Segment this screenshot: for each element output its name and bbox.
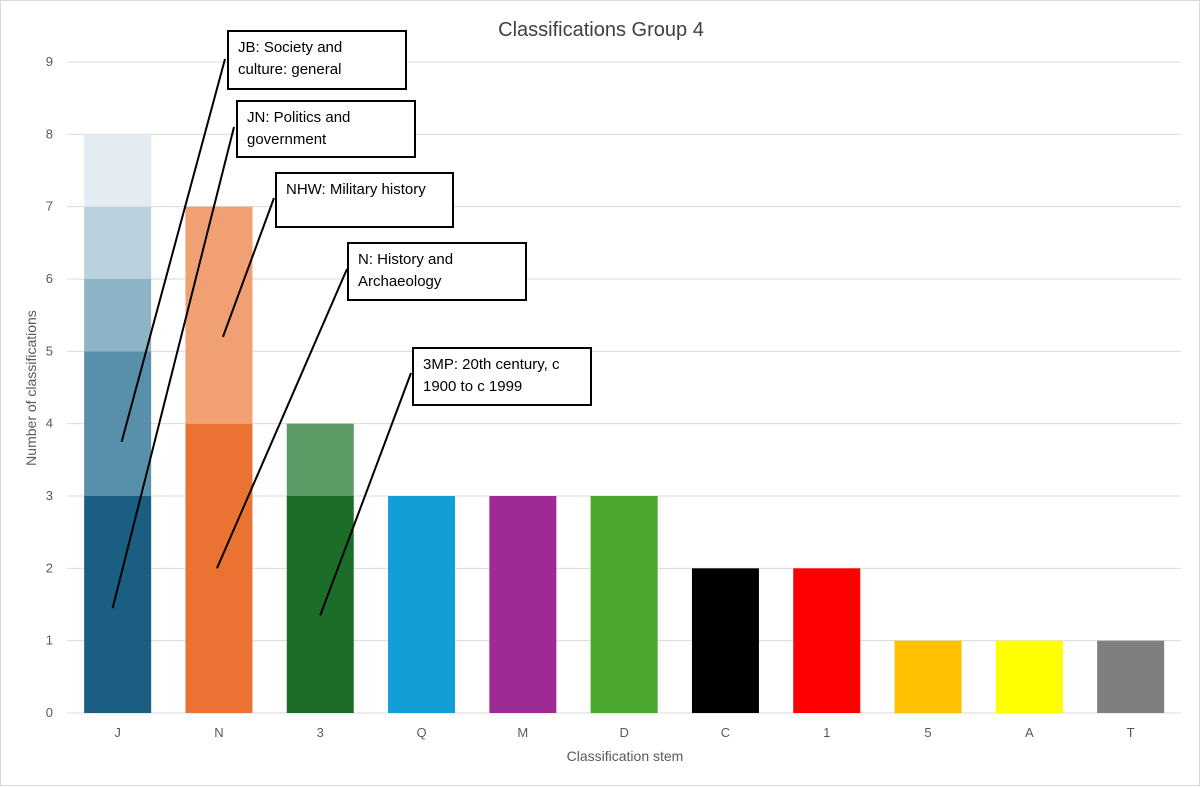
- y-tick-label: 1: [46, 633, 53, 648]
- callout-text: JB: Society and: [238, 39, 342, 56]
- callout-box: [236, 100, 416, 158]
- callout-text: Archaeology: [358, 273, 442, 290]
- bar-segment: [995, 640, 1063, 713]
- callout-box: [347, 242, 527, 301]
- callout-text: NHW: Military history: [286, 181, 426, 198]
- bar-segment: [84, 279, 152, 352]
- y-axis-label: Number of classifications: [23, 310, 39, 466]
- bar-segment: [590, 496, 658, 713]
- callout-annotations: JB: Society and culture: general JN: Polit…: [111, 30, 592, 616]
- y-tick-label: 8: [46, 126, 53, 141]
- bar-3: [286, 423, 354, 713]
- bars: [84, 134, 1165, 713]
- bar-5: [894, 640, 962, 713]
- y-tick-label: 2: [46, 560, 53, 575]
- y-tick-label: 3: [46, 488, 53, 503]
- callout-text: N: History and: [358, 251, 453, 268]
- bar-A: [995, 640, 1063, 713]
- x-tick-label: Q: [416, 725, 426, 740]
- bar-segment: [84, 496, 152, 713]
- x-tick-label: T: [1127, 725, 1135, 740]
- callout-text: government: [247, 131, 327, 148]
- bar-segment: [1097, 640, 1165, 713]
- callout-leader-line: [111, 126, 235, 609]
- bar-segment: [286, 423, 354, 496]
- bar-segment: [286, 496, 354, 713]
- callout: NHW: Military history: [222, 172, 454, 338]
- callout-leader-line: [216, 268, 348, 569]
- callout-text: 1900 to c 1999: [423, 378, 522, 395]
- y-tick-label: 5: [46, 343, 53, 358]
- bar-C: [691, 568, 759, 713]
- bar-1: [793, 568, 861, 713]
- y-tick-label: 0: [46, 705, 53, 720]
- bar-M: [489, 496, 557, 713]
- bar-segment: [84, 206, 152, 279]
- y-tick-label: 9: [46, 54, 53, 69]
- bar-segment: [388, 496, 456, 713]
- bar-segment: [793, 568, 861, 713]
- x-tick-label: J: [114, 725, 121, 740]
- x-axis-ticks: J N 3 Q M D C 1 5 A T: [114, 725, 1134, 740]
- callout: N: History and Archaeology: [216, 242, 527, 569]
- x-tick-label: M: [517, 725, 528, 740]
- bar-J: [84, 134, 152, 713]
- bar-segment: [185, 423, 253, 713]
- callout: JN: Politics and government: [111, 100, 416, 609]
- bar-segment: [894, 640, 962, 713]
- x-tick-label: N: [214, 725, 223, 740]
- y-tick-label: 6: [46, 271, 53, 286]
- bar-segment: [691, 568, 759, 713]
- bar-T: [1097, 640, 1165, 713]
- callout-box: [412, 347, 592, 406]
- bar-segment: [489, 496, 557, 713]
- x-tick-label: 3: [317, 725, 324, 740]
- callout-text: culture: general: [238, 61, 341, 78]
- x-tick-label: A: [1025, 725, 1034, 740]
- y-tick-label: 4: [46, 416, 53, 431]
- bar-D: [590, 496, 658, 713]
- callout-box: [227, 30, 407, 90]
- chart-title: Classifications Group 4: [498, 19, 704, 41]
- bar-Q: [388, 496, 456, 713]
- bar-segment: [185, 206, 253, 424]
- y-tick-label: 7: [46, 199, 53, 214]
- bar-N: [185, 206, 253, 713]
- callout-text: JN: Politics and: [247, 109, 350, 126]
- bar-segment: [84, 134, 152, 207]
- callout-leader-line: [120, 58, 226, 443]
- callout-text: 3MP: 20th century, c: [423, 356, 560, 373]
- callout-leader-line: [222, 197, 275, 338]
- x-tick-label: 1: [823, 725, 830, 740]
- callout-leader-line: [319, 372, 412, 616]
- x-axis-label: Classification stem: [567, 748, 684, 764]
- callout: 3MP: 20th century, c 1900 to c 1999: [319, 347, 592, 616]
- gridlines: [67, 61, 1181, 714]
- y-axis-ticks: 0 1 2 3 4 5 6 7 8 9: [46, 54, 53, 720]
- callout-box: [275, 172, 454, 228]
- x-tick-label: D: [619, 725, 628, 740]
- x-tick-label: 5: [924, 725, 931, 740]
- x-tick-label: C: [721, 725, 730, 740]
- callout: JB: Society and culture: general: [120, 30, 407, 443]
